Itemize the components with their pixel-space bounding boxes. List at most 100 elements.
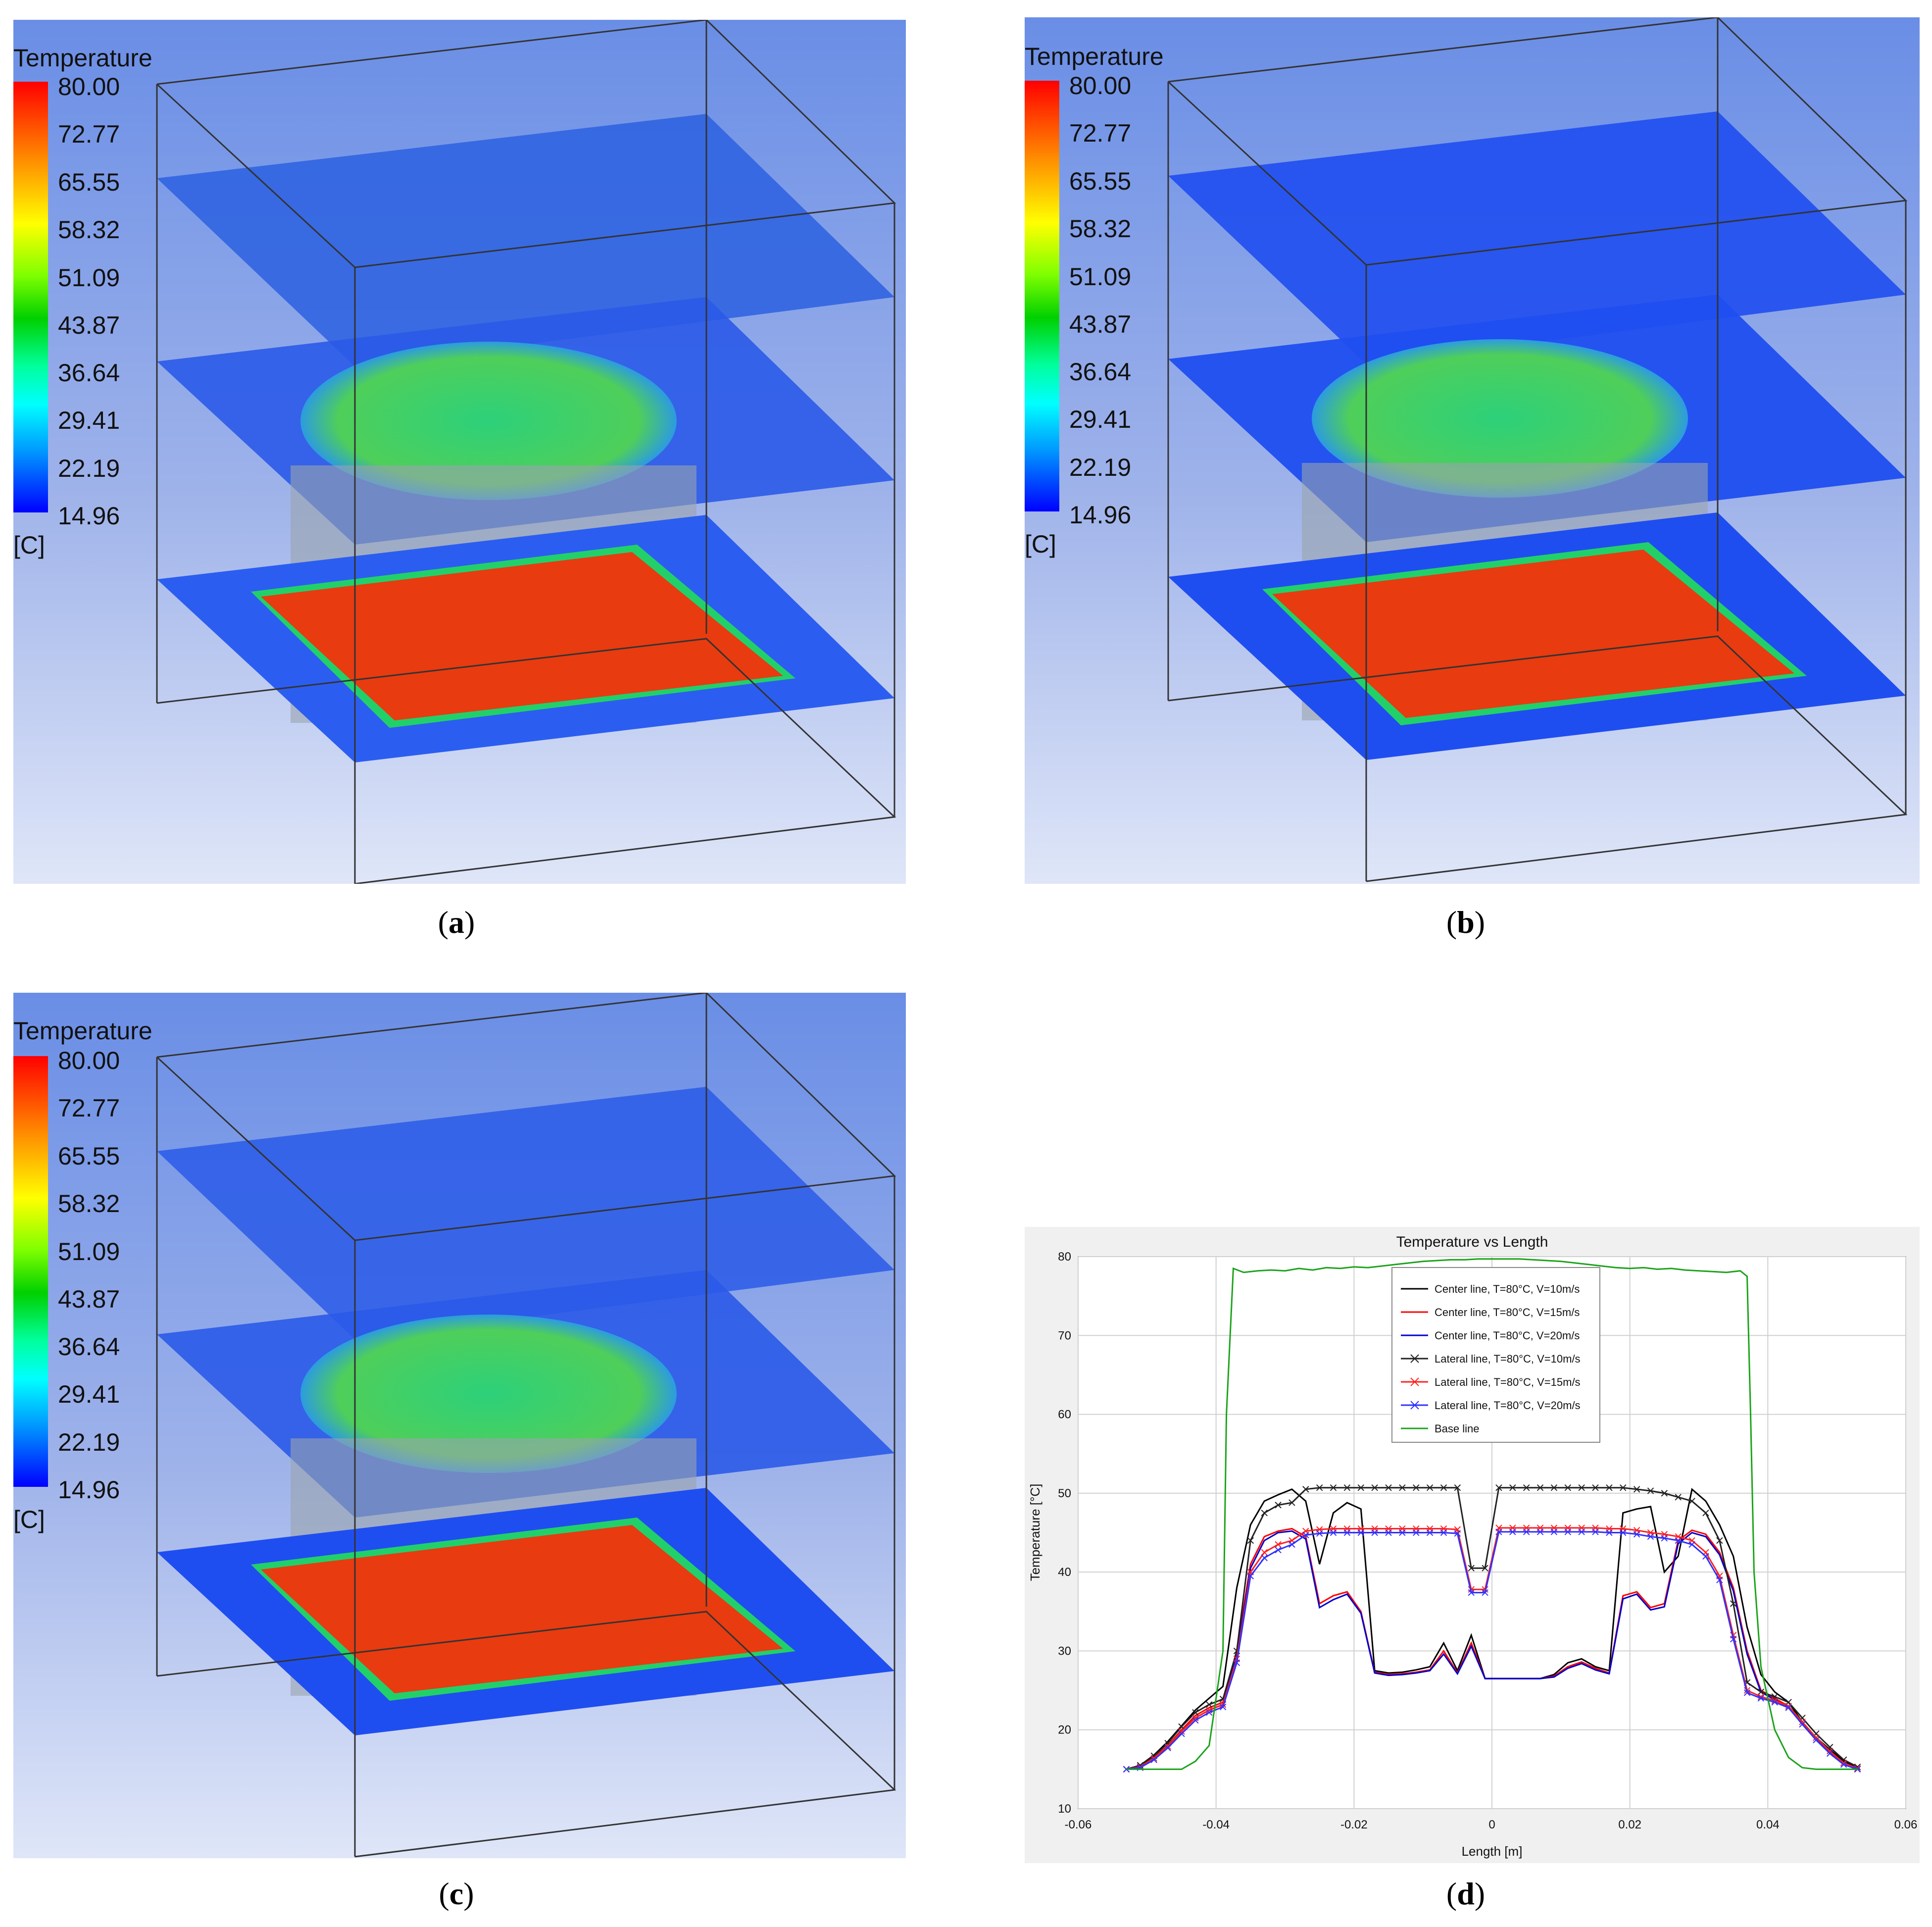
x-tick-label: 0.06 (1894, 1818, 1918, 1831)
series-marker (1633, 1486, 1640, 1493)
series-marker (1799, 1721, 1806, 1728)
series-marker (1454, 1484, 1461, 1491)
series-marker (1702, 1509, 1709, 1517)
temperature-legend-c: Temperature 80.00 72.77 65.55 58.32 51.0… (13, 993, 177, 1537)
legend-tick: 65.55 (58, 1142, 120, 1170)
legend-tick: 29.41 (58, 1380, 120, 1408)
legend-marker (1410, 1354, 1419, 1363)
x-tick-label: 0 (1488, 1818, 1495, 1831)
series-marker (1730, 1600, 1737, 1607)
series-marker (1550, 1484, 1558, 1491)
grid (1078, 1256, 1906, 1809)
series-marker (1633, 1530, 1640, 1538)
colorbar (13, 1056, 48, 1487)
legend-tick: 80.00 (58, 1047, 120, 1074)
series-marker (1702, 1553, 1709, 1560)
series-marker (1178, 1728, 1185, 1735)
chart-legend: Center line, T=80°C, V=10m/s Center line,… (1391, 1267, 1600, 1443)
caption-letter: a (448, 905, 464, 940)
series-marker (1399, 1529, 1406, 1536)
series-marker (1688, 1498, 1695, 1505)
y-tick-label: 20 (1058, 1724, 1071, 1737)
legend-tick: 29.41 (58, 406, 120, 434)
series-marker (1164, 1743, 1171, 1750)
legend-tick: 58.32 (58, 1190, 120, 1217)
legend-tick: 51.09 (58, 1238, 120, 1266)
series-marker (1827, 1750, 1833, 1757)
legend-tick: 65.55 (58, 168, 120, 196)
series-marker (1468, 1565, 1475, 1572)
panel-a: Temperature 80.00 72.77 65.55 58.32 51.0… (13, 20, 906, 884)
y-tick-label: 80 (1058, 1250, 1071, 1264)
series-marker (1330, 1484, 1337, 1491)
series-marker (1261, 1549, 1268, 1556)
x-tick-label: 0.04 (1756, 1818, 1780, 1831)
series-marker (1536, 1484, 1544, 1491)
series-marker (1440, 1529, 1447, 1536)
legend-tick: 14.96 (1069, 501, 1132, 529)
legend-tick: 29.41 (1069, 406, 1132, 433)
series-marker (1730, 1635, 1737, 1643)
series-marker (1164, 1744, 1171, 1752)
series-marker (1620, 1529, 1627, 1536)
legend-unit: [C] (13, 531, 45, 559)
legend-entry: Lateral line, T=80°C, V=10m/s (1435, 1353, 1581, 1365)
series-marker (1192, 1709, 1199, 1716)
series-marker (1288, 1499, 1295, 1506)
series-marker (1413, 1484, 1420, 1491)
legend-tick: 43.87 (58, 1285, 120, 1313)
series-marker (1840, 1761, 1847, 1768)
series-marker (1440, 1484, 1447, 1491)
series-marker (1178, 1730, 1185, 1737)
colorbar (1025, 81, 1059, 511)
panel-c: Temperature 80.00 72.77 65.55 58.32 51.0… (13, 993, 906, 1858)
series-marker (1495, 1528, 1502, 1535)
y-tick-label: 60 (1058, 1408, 1071, 1421)
series-marker (1206, 1701, 1213, 1708)
y-tick-label: 10 (1058, 1802, 1071, 1816)
sim-render-b (1025, 17, 1920, 884)
series-marker (1275, 1546, 1282, 1554)
legend-entry: Base line (1435, 1422, 1480, 1435)
colorbar (13, 82, 48, 512)
legend-title: Temperature (13, 1017, 152, 1045)
series-marker (1564, 1528, 1571, 1535)
x-tick-label: -0.04 (1202, 1818, 1230, 1831)
legend-title: Temperature (1025, 43, 1164, 70)
legend-entry: Lateral line, T=80°C, V=15m/s (1435, 1376, 1581, 1388)
series-marker (1275, 1502, 1282, 1509)
series-marker (1509, 1528, 1516, 1535)
chart-title: Temperature vs Length (1396, 1234, 1548, 1250)
series-marker (1813, 1736, 1820, 1744)
legend-entry: Center line, T=80°C, V=20m/s (1435, 1329, 1580, 1342)
series-marker (1813, 1734, 1820, 1741)
series-marker (1743, 1689, 1751, 1696)
legend-tick: 72.77 (1069, 119, 1132, 147)
temperature-legend-a: Temperature 80.00 72.77 65.55 58.32 51.0… (13, 20, 177, 564)
series-marker (1343, 1529, 1351, 1536)
series-marker (1675, 1537, 1682, 1544)
series-marker (1357, 1484, 1364, 1491)
series-marker (1261, 1554, 1268, 1562)
series-marker (1785, 1704, 1792, 1711)
y-tick-label: 70 (1058, 1329, 1071, 1342)
legend-tick: 43.87 (1069, 310, 1132, 338)
legend-tick: 36.64 (58, 359, 120, 387)
x-tick-label: 0.02 (1618, 1818, 1641, 1831)
caption-letter: b (1457, 905, 1475, 940)
series-marker (1620, 1484, 1627, 1491)
series-marker (1606, 1529, 1613, 1536)
series-marker (1206, 1709, 1213, 1716)
series-marker (1316, 1484, 1323, 1491)
series-marker (1509, 1484, 1516, 1491)
series-marker (1385, 1529, 1392, 1536)
series-marker (1550, 1528, 1558, 1535)
sim-render-c (13, 993, 906, 1858)
series-marker (1426, 1529, 1434, 1536)
legend-marker (1410, 1377, 1419, 1386)
series-marker (1357, 1529, 1364, 1536)
series-marker (1564, 1484, 1571, 1491)
series-marker (1523, 1484, 1530, 1491)
series-marker (1150, 1756, 1157, 1763)
series-marker (1247, 1572, 1254, 1579)
